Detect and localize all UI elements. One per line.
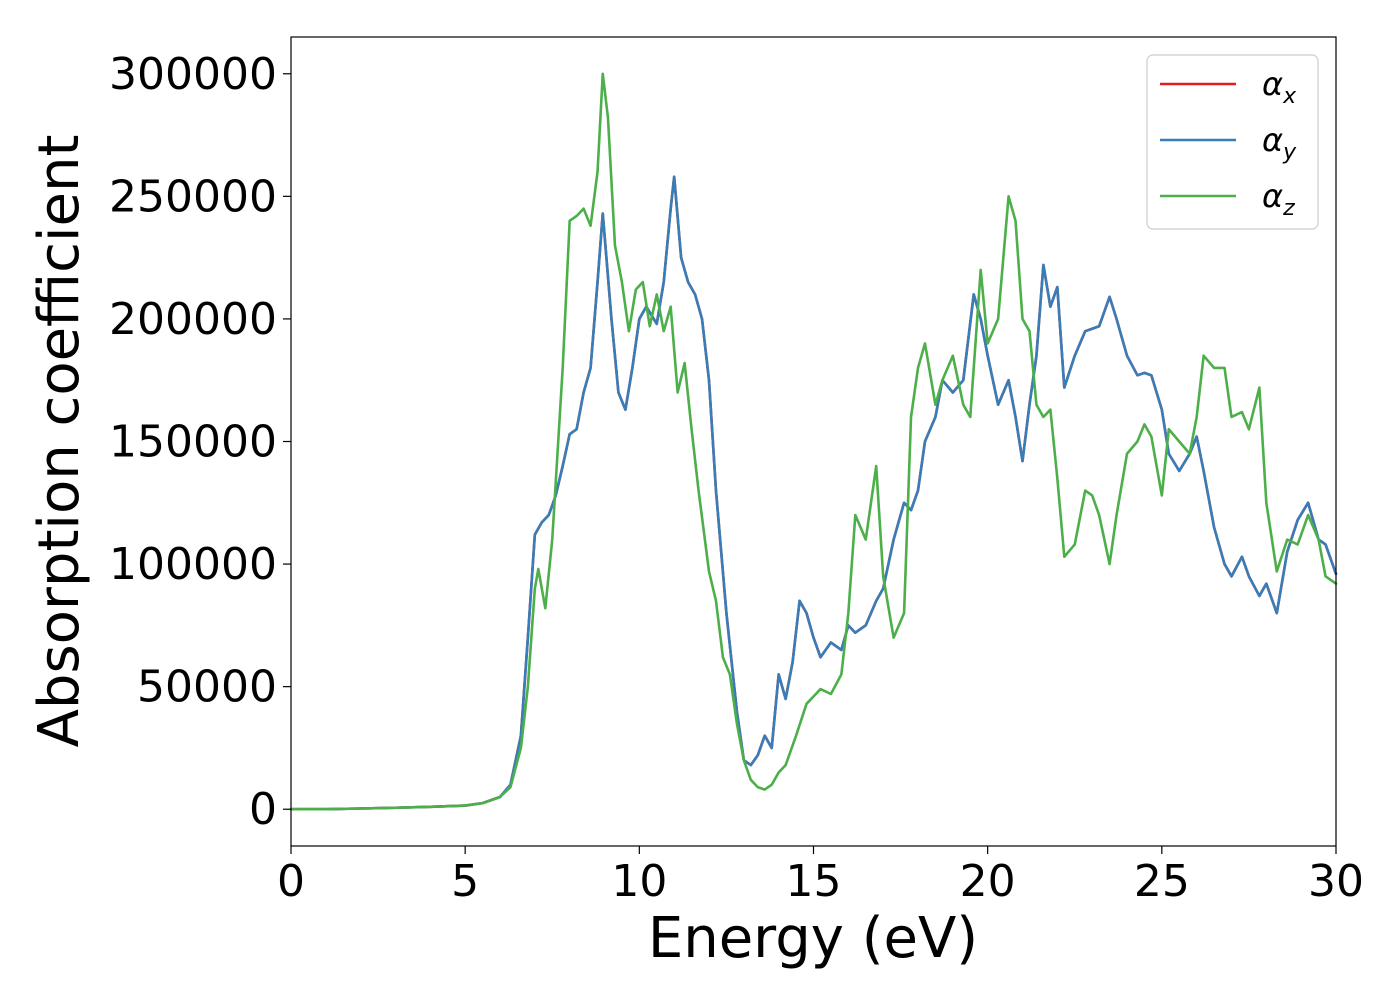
x-tick-label: 25 xyxy=(1134,856,1190,907)
x-tick-label: 30 xyxy=(1308,856,1364,907)
legend-box xyxy=(1146,54,1319,230)
x-tick-label: 10 xyxy=(611,856,667,907)
legend-subscript-z: z xyxy=(1282,196,1295,221)
y-tick-label: 50000 xyxy=(137,662,277,713)
y-tick-label: 100000 xyxy=(109,539,277,590)
y-axis-title: Absorption coefficient xyxy=(27,135,92,748)
y-tick-label: 250000 xyxy=(109,171,277,222)
y-tick-label: 200000 xyxy=(109,294,277,345)
y-tick-label: 300000 xyxy=(109,49,277,100)
legend-subscript-y: y xyxy=(1282,140,1297,165)
x-tick-label: 15 xyxy=(786,856,842,907)
x-tick-label: 5 xyxy=(451,856,479,907)
series-layer xyxy=(289,72,1338,811)
x-axis-title: Energy (eV) xyxy=(648,906,978,971)
series-line-α-z xyxy=(289,72,1338,811)
x-tick-label: 20 xyxy=(960,856,1016,907)
x-tick-label: 0 xyxy=(277,856,305,907)
y-tick-label: 150000 xyxy=(109,417,277,468)
y-tick-label: 0 xyxy=(249,784,277,835)
x-axis: 0 5 10 15 20 25 30 xyxy=(277,846,1364,907)
legend-subscript-x: x xyxy=(1282,84,1297,109)
y-axis: 0 50000 100000 150000 200000 250000 300000 xyxy=(109,49,291,835)
